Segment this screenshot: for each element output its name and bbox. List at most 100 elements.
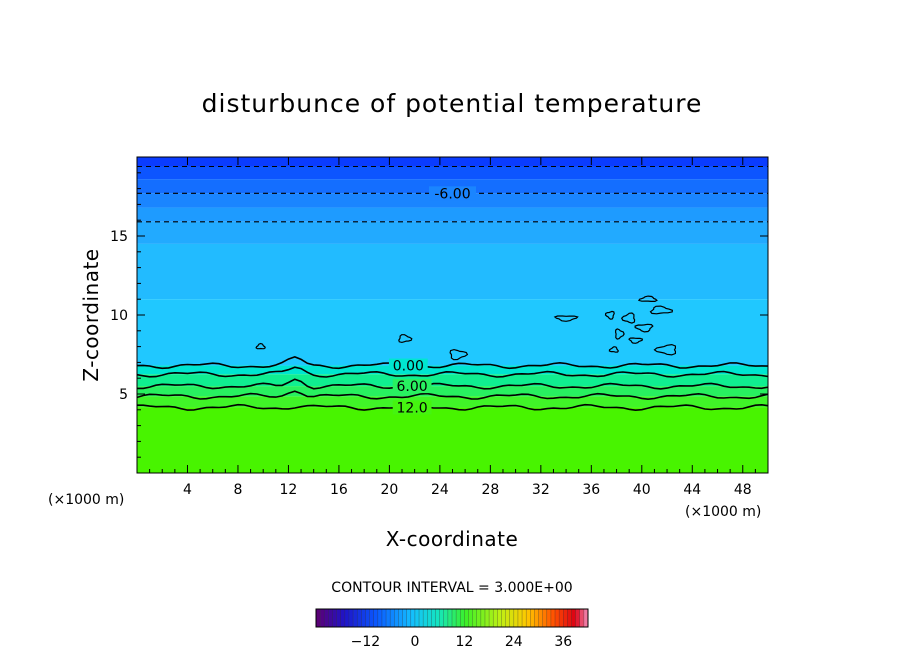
x-tick-label-1: 8: [233, 482, 242, 498]
island-contour-0: [255, 342, 266, 350]
colorbar-cell-10: [357, 609, 362, 627]
x-unit-right: (×1000 m): [685, 504, 761, 520]
colorbar-cell-56: [546, 609, 552, 627]
field-band-4: [137, 207, 768, 222]
colorbar-cell-15: [377, 609, 383, 627]
island-contour-12: [608, 346, 620, 353]
y-tick-label-0: 5: [119, 387, 128, 403]
x-tick-label-5: 24: [431, 482, 449, 498]
contour-line-7: [137, 403, 768, 412]
colorbar-cell-33: [452, 609, 457, 627]
island-contour-11: [653, 343, 676, 356]
colorbar-cell-27: [427, 609, 432, 627]
contour-label-1: -6.00: [434, 186, 470, 202]
temperature-field: [137, 157, 768, 473]
contour-label-5: 6.00: [397, 379, 428, 395]
colorbar-cell-65: [583, 609, 589, 627]
contour-labels: -6.00 0.00 6.00 12.0: [388, 186, 476, 416]
x-tick-label-2: 12: [280, 482, 298, 498]
x-tick-label-11: 48: [734, 482, 752, 498]
contour-label-bg-7: [392, 400, 432, 415]
colorbar-cell-42: [489, 609, 494, 627]
colorbar-cell-29: [435, 609, 440, 627]
colorbar-cell-45: [501, 609, 506, 627]
field-band-3: [137, 193, 768, 208]
colorbar-cell-34: [456, 609, 461, 627]
colorbar-cell-24: [414, 609, 420, 627]
colorbar-cell-8: [348, 609, 354, 627]
x-tick-label-0: 4: [183, 482, 192, 498]
colorbar-cell-28: [431, 609, 436, 627]
colorbar-cell-39: [476, 609, 482, 627]
colorbar-cell-30: [439, 609, 445, 627]
colorbar-tick-label-4: 36: [554, 634, 572, 650]
contour-interval-text: CONTOUR INTERVAL = 3.000E+00: [331, 580, 572, 596]
colorbar-cell-17: [386, 609, 391, 627]
colorbar-cell-59: [559, 609, 564, 627]
contour-line-4: [137, 366, 768, 378]
x-tick-label-8: 36: [582, 482, 600, 498]
colorbar-cell-5: [336, 609, 342, 627]
contour-line-3: [137, 356, 768, 370]
field-band-2: [137, 179, 768, 194]
field-band-7: [137, 299, 768, 366]
field-band-5: [137, 221, 768, 244]
colorbar-tick-label-3: 24: [505, 634, 523, 650]
colorbar-cell-23: [410, 609, 416, 627]
y-axis-title: Z-coordinate: [79, 248, 103, 381]
island-contour-10: [634, 323, 654, 333]
colorbar-cell-3: [328, 609, 333, 627]
colorbar-cell-13: [369, 609, 374, 627]
colorbar-cell-63: [575, 609, 581, 627]
x-tick-label-4: 20: [380, 482, 398, 498]
zero-contour-islands: [255, 295, 676, 361]
colorbar-frame: [315, 608, 589, 628]
island-contour-5: [620, 312, 636, 324]
colorbar-cell-44: [497, 609, 502, 627]
colorbar-cell-2: [324, 609, 329, 627]
colorbar-cell-4: [332, 609, 337, 627]
x-axis-ticks: 4 8 12 16 20 24 28 32 36 40 44 48: [149, 157, 756, 498]
colorbar-cell-58: [555, 609, 560, 627]
field-band-9: [137, 374, 768, 387]
colorbar-cell-38: [472, 609, 478, 627]
x-axis-title: X-coordinate: [386, 527, 519, 551]
colorbar-cell-7: [344, 609, 350, 627]
colorbar-ticks: −12 0 12 24 36: [351, 634, 573, 650]
y-tick-label-1: 10: [110, 308, 128, 324]
island-contour-6: [637, 295, 658, 302]
colorbar-cell-20: [398, 609, 403, 627]
island-contour-8: [614, 328, 625, 340]
colorbar-cell-60: [563, 609, 568, 627]
colorbar-cell-22: [406, 609, 412, 627]
colorbar-cell-40: [480, 609, 486, 627]
x-unit-left: (×1000 m): [48, 492, 124, 508]
island-contour-2: [449, 348, 469, 361]
colorbar-cell-61: [567, 609, 572, 627]
field-band-6: [137, 243, 768, 300]
field-band-8: [137, 365, 768, 375]
contour-line-6: [137, 390, 768, 401]
colorbar-cell-37: [468, 609, 473, 627]
colorbar-cell-46: [505, 609, 510, 627]
island-contour-4: [604, 310, 615, 320]
colorbar-cell-32: [447, 609, 453, 627]
field-band-1: [137, 166, 768, 180]
colorbar-cell-9: [353, 609, 358, 627]
colorbar: [315, 608, 589, 628]
contour-label-bg-1: [429, 186, 476, 201]
colorbar-cell-14: [373, 609, 379, 627]
island-contour-1: [398, 334, 413, 344]
field-band-11: [137, 396, 768, 408]
colorbar-cell-31: [443, 609, 449, 627]
contour-label-7: 12.0: [397, 400, 428, 416]
contour-label-3: 0.00: [393, 359, 424, 375]
contour-label-bg-3: [388, 358, 428, 373]
colorbar-cell-16: [381, 609, 387, 627]
colorbar-cell-49: [517, 609, 523, 627]
colorbar-tick-label-1: 0: [410, 634, 419, 650]
field-band-0: [137, 157, 768, 167]
chart-title: disturbunce of potential temperature: [202, 89, 703, 118]
field-band-10: [137, 386, 768, 397]
